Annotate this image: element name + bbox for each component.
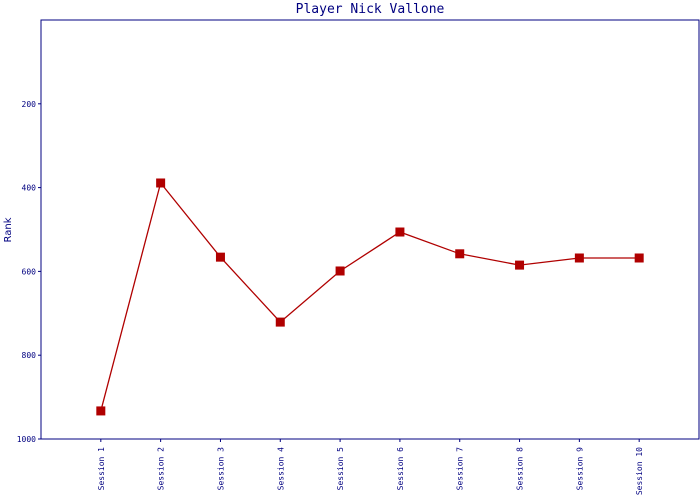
x-tick-label: Session 10 [635,447,644,495]
point [574,253,584,263]
y-tick-label: 200 [22,100,37,109]
y-tick-label: 800 [22,351,37,360]
point [395,227,405,237]
plot-frame [40,19,700,440]
x-tick-label: Session 2 [157,447,166,491]
x-tick-label: Session 9 [575,447,584,491]
x-tick-label: Session 8 [516,447,525,491]
x-tick-label: Session 6 [396,447,405,491]
y-tick-label: 400 [22,184,37,193]
x-tick-label: Session 1 [97,447,106,491]
line [100,181,640,412]
x-tick-label: Session 5 [336,447,345,491]
y-tick-label: 600 [22,267,37,276]
y-axis-label: Rank [3,217,14,242]
point [156,178,166,188]
point [515,260,525,270]
x-tick-label: Session 3 [216,447,225,491]
point [455,249,465,259]
point [96,406,106,416]
chart-title: Player Nick Vallone [296,2,445,17]
x-tick-label: Session 7 [456,447,465,491]
x-tick-label: Session 4 [276,447,285,491]
y-tick-label: 1000 [17,435,36,444]
point [634,253,644,263]
point [335,266,345,276]
point [275,317,285,327]
point [215,252,225,262]
